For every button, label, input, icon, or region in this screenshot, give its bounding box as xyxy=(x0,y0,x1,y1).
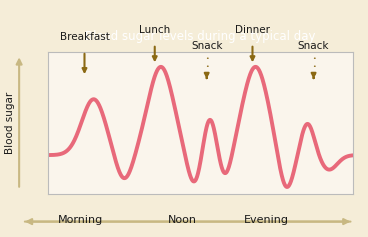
Text: Snack: Snack xyxy=(191,41,222,51)
Text: Evening: Evening xyxy=(244,215,289,225)
Text: Lunch: Lunch xyxy=(139,25,170,35)
Text: •: • xyxy=(205,64,209,69)
Text: •: • xyxy=(312,64,315,69)
Text: Dinner: Dinner xyxy=(235,25,270,35)
Text: Blood sugar: Blood sugar xyxy=(5,92,15,154)
Text: Morning: Morning xyxy=(59,215,103,225)
Text: Blood sugar levels during a typical day: Blood sugar levels during a typical day xyxy=(85,30,316,43)
Text: Snack: Snack xyxy=(298,41,329,51)
Text: Noon: Noon xyxy=(168,215,197,225)
Text: •: • xyxy=(312,72,315,77)
Text: •: • xyxy=(205,72,209,77)
Text: •: • xyxy=(312,55,315,61)
Text: Breakfast: Breakfast xyxy=(60,32,109,42)
Text: •: • xyxy=(205,55,209,61)
